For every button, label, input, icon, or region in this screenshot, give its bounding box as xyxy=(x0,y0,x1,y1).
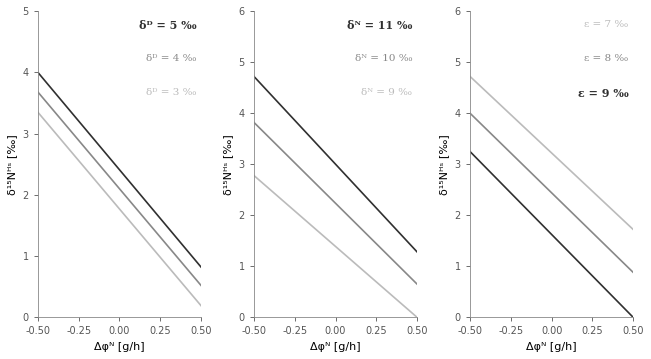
Y-axis label: δ¹⁵Nᴴˢ [‰]: δ¹⁵Nᴴˢ [‰] xyxy=(223,134,233,195)
Y-axis label: δ¹⁵Nᴴˢ [‰]: δ¹⁵Nᴴˢ [‰] xyxy=(7,134,17,195)
X-axis label: Δφᴺ [g/h]: Δφᴺ [g/h] xyxy=(94,342,145,352)
X-axis label: Δφᴺ [g/h]: Δφᴺ [g/h] xyxy=(526,342,577,352)
Text: δᴺ = 9 ‰: δᴺ = 9 ‰ xyxy=(361,88,412,97)
Text: δᴰ = 3 ‰: δᴰ = 3 ‰ xyxy=(146,88,196,97)
Text: δᴺ = 11 ‰: δᴺ = 11 ‰ xyxy=(347,20,412,31)
Text: δᴰ = 4 ‰: δᴰ = 4 ‰ xyxy=(146,54,196,63)
Text: ε = 8 ‰: ε = 8 ‰ xyxy=(584,54,628,63)
X-axis label: Δφᴺ [g/h]: Δφᴺ [g/h] xyxy=(311,342,361,352)
Y-axis label: δ¹⁵Nᴴˢ [‰]: δ¹⁵Nᴴˢ [‰] xyxy=(439,134,449,195)
Text: δᴰ = 5 ‰: δᴰ = 5 ‰ xyxy=(139,20,196,31)
Text: δᴺ = 10 ‰: δᴺ = 10 ‰ xyxy=(355,54,412,63)
Text: ε = 7 ‰: ε = 7 ‰ xyxy=(584,20,628,29)
Text: ε = 9 ‰: ε = 9 ‰ xyxy=(577,88,628,99)
